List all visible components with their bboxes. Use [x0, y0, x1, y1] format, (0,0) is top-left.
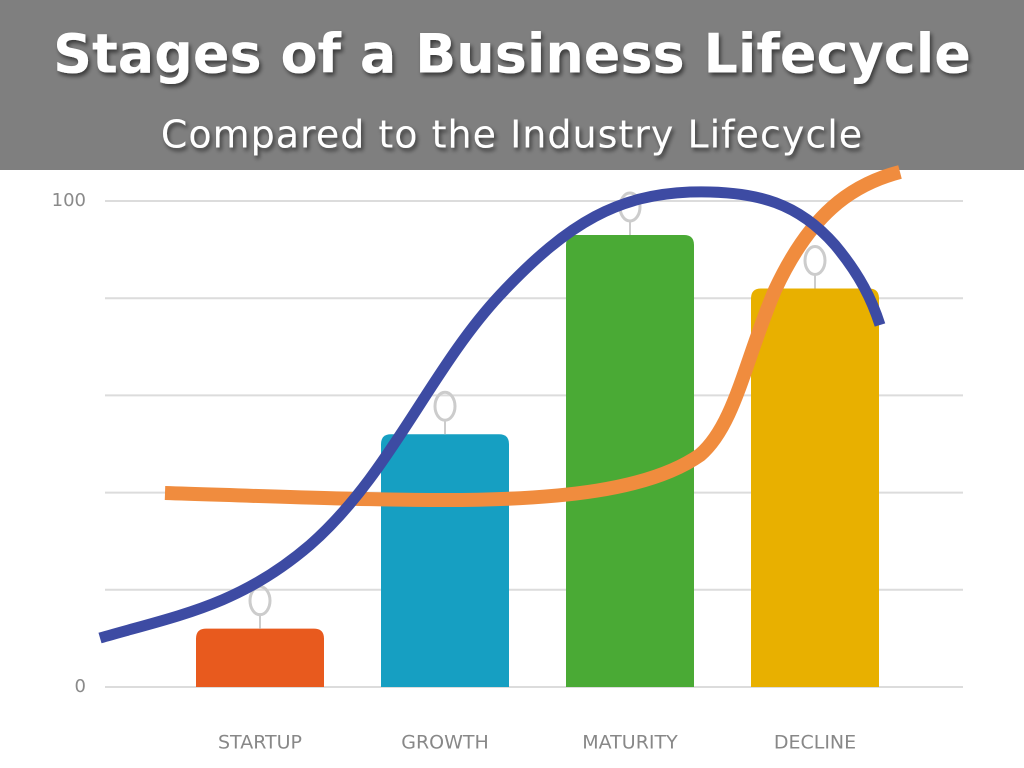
bar: [196, 628, 324, 687]
header-band: [0, 0, 1024, 170]
x-tick-label: STARTUP: [218, 732, 302, 754]
bars: [196, 191, 879, 687]
x-tick-label: GROWTH: [401, 732, 489, 754]
x-tick-label: DECLINE: [774, 732, 856, 754]
y-tick-label: 100: [52, 190, 86, 211]
pin-head: [433, 390, 457, 422]
business-curve: [98, 186, 886, 644]
y-tick-label: 0: [75, 676, 86, 697]
x-tick-label: MATURITY: [582, 732, 678, 754]
slide-subtitle: Compared to the Industry Lifecycle: [161, 113, 863, 157]
bar: [381, 434, 509, 687]
bar: [566, 235, 694, 687]
slide-title: Stages of a Business Lifecycle: [53, 23, 971, 86]
bar: [751, 288, 879, 687]
industry-curve: [164, 165, 902, 508]
pin-head: [803, 244, 827, 276]
